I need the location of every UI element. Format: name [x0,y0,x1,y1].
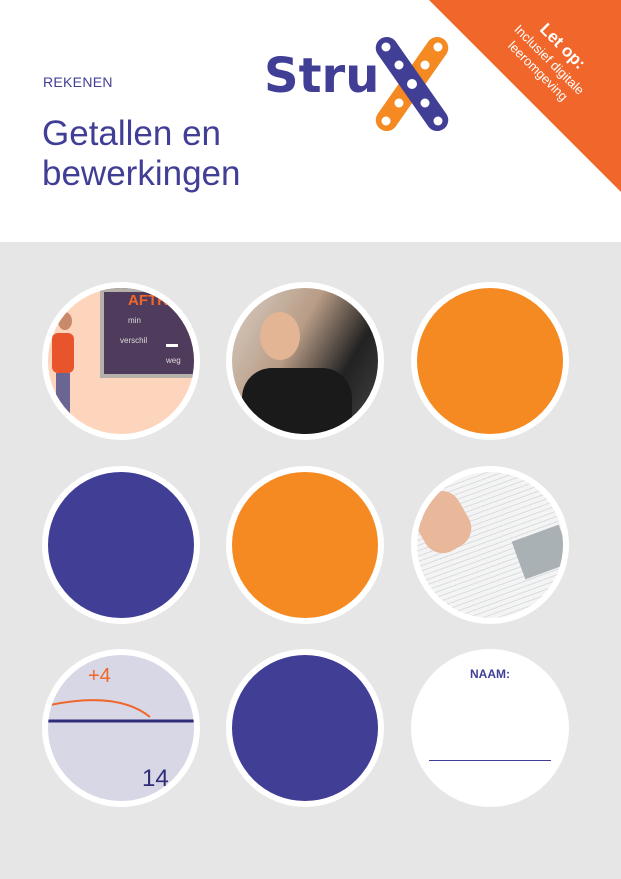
board-word: verschil [120,336,148,345]
strux-logo: Stru [264,36,449,132]
title-line-2: bewerkingen [42,154,241,193]
tile-orange [226,466,384,624]
tile-orange [411,282,569,440]
name-line [429,760,551,761]
page-title: Getallen en bewerkingen [42,114,240,194]
board-word: weg [166,356,181,365]
digital-banner: Let op: Inclusief digitale leeromgeving [429,0,621,192]
subject-label: REKENEN [43,74,113,90]
title-line-1: Getallen en [42,114,222,153]
jump-label: +4 [88,665,111,687]
tile-photo-store [226,282,384,440]
board-heading: AFTR [128,292,168,309]
tile-photo-calculation [411,466,569,624]
tile-number-line: +4 14 [42,649,200,807]
tile-board-illustration: AFTR min verschil weg [42,282,200,440]
tile-purple [226,649,384,807]
board-word: min [128,316,141,325]
name-field[interactable]: NAAM: [411,649,569,807]
logo-text: Stru [264,48,379,104]
number-label: 14 [142,765,169,792]
name-label: NAAM: [470,667,510,681]
header-area: REKENEN Getallen en bewerkingen Stru Let… [0,0,621,242]
tile-purple [42,466,200,624]
